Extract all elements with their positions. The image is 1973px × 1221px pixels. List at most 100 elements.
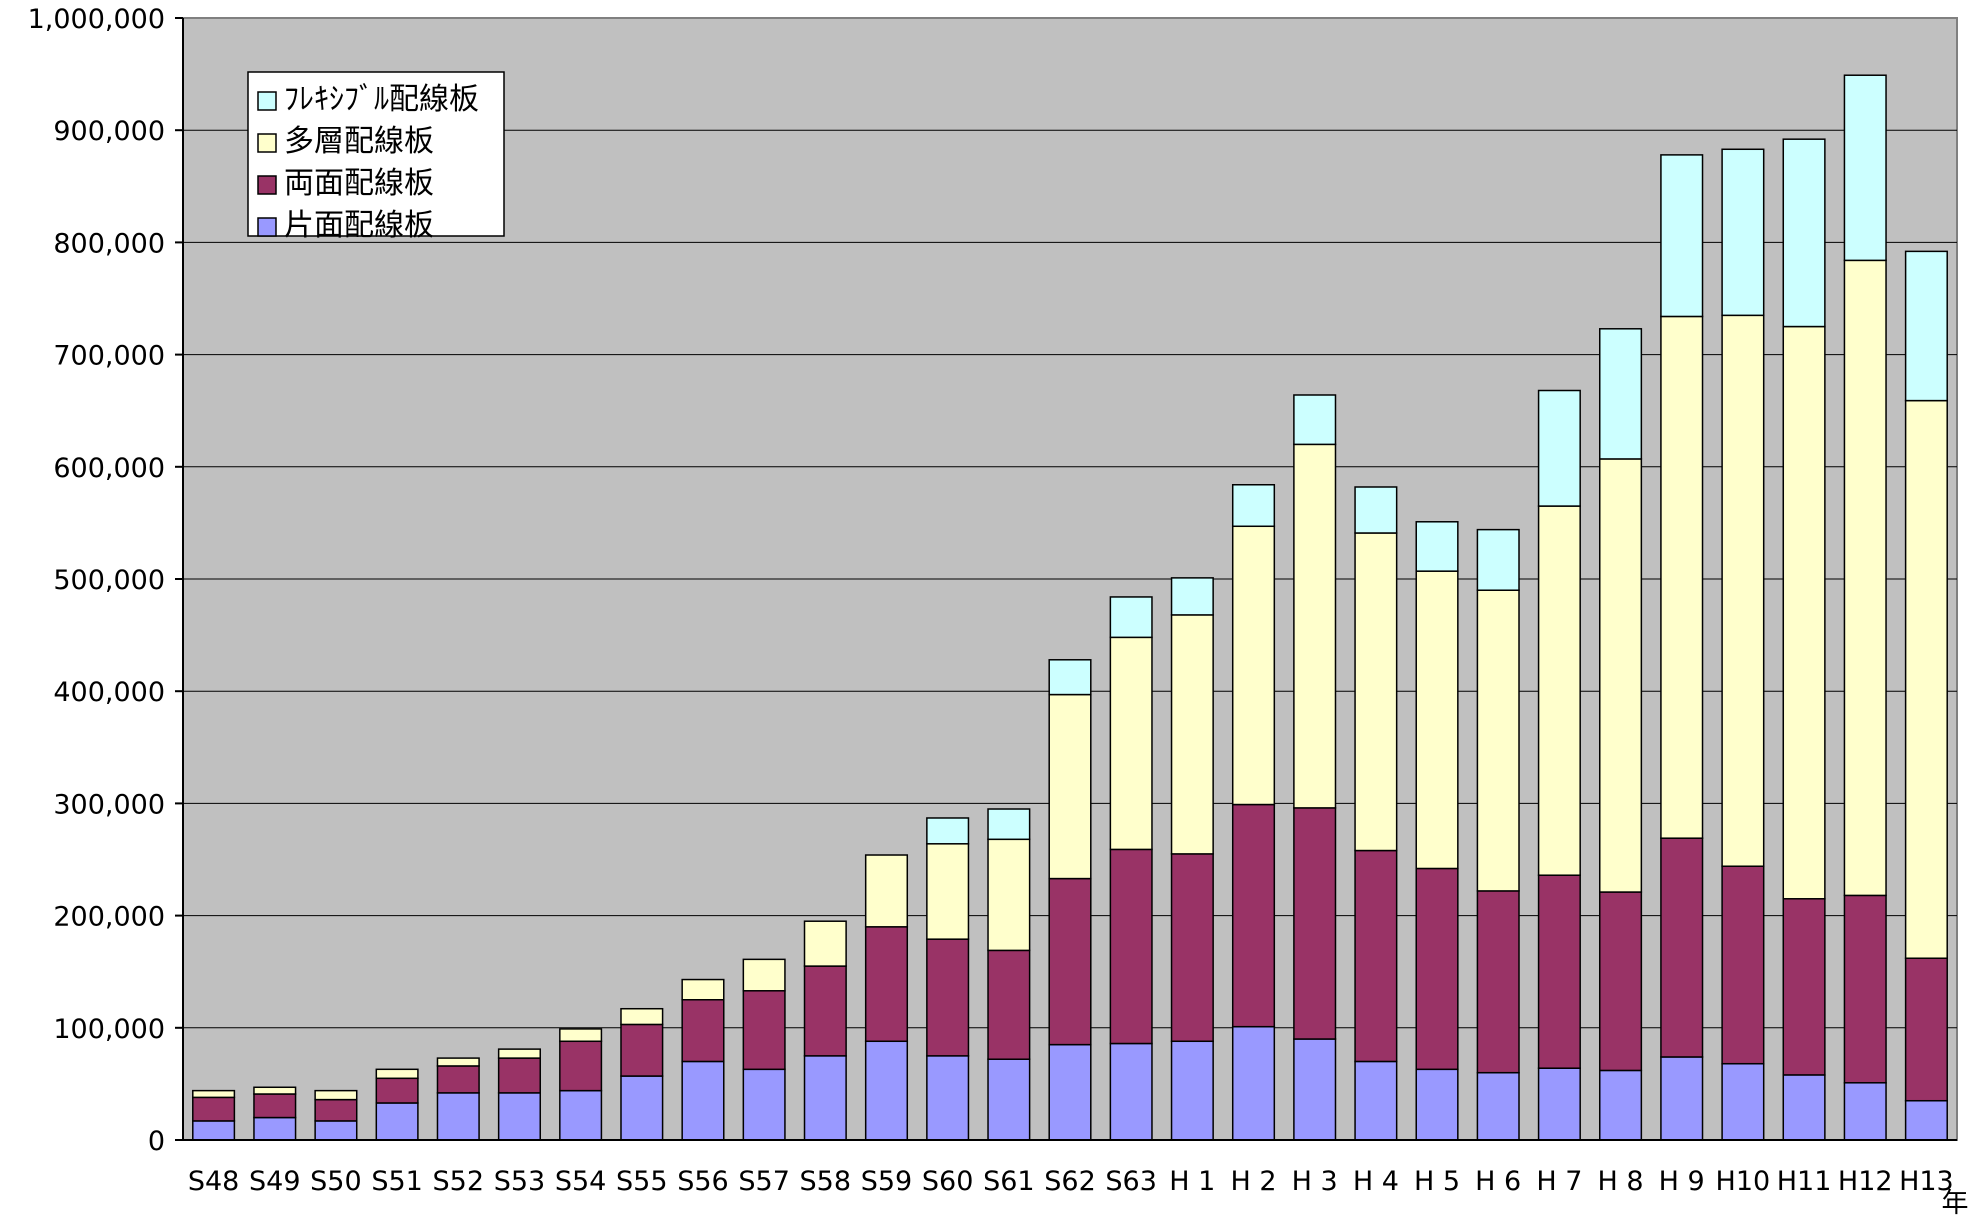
x-axis-title: 年 <box>1942 1188 1969 1219</box>
bar-segment <box>1048 877 1092 1046</box>
bar-segment <box>1170 614 1214 855</box>
bar-segment <box>497 1092 541 1141</box>
y-tick-label: 0 <box>148 1126 165 1157</box>
y-tick-label: 800,000 <box>53 228 165 259</box>
x-tick-label: S57 <box>738 1166 790 1197</box>
bar-segment <box>1354 849 1398 1063</box>
bar-segment <box>1599 891 1643 1072</box>
bar-segment <box>1660 154 1704 318</box>
bar-segment <box>436 1057 480 1067</box>
bar-segment <box>864 926 909 1043</box>
bar-segment <box>1170 577 1214 616</box>
bar-segment <box>864 854 909 928</box>
y-tick-label: 300,000 <box>53 789 165 820</box>
bar-segment <box>742 1068 786 1141</box>
bar-segment <box>987 838 1031 952</box>
bar-segment <box>1782 325 1826 900</box>
bar-segment <box>620 1023 664 1077</box>
x-tick-label: S55 <box>616 1166 668 1197</box>
y-tick-label: 700,000 <box>53 341 165 372</box>
bar-segment <box>559 1028 603 1043</box>
bar-segment <box>620 1007 664 1026</box>
bar-segment <box>436 1065 480 1094</box>
x-tick-label: H13 <box>1899 1166 1954 1197</box>
bar-segment <box>1904 250 1948 402</box>
bar-segment <box>1293 394 1337 446</box>
bar-segment <box>559 1089 603 1141</box>
bar-segment <box>1599 328 1643 460</box>
x-tick-label: S60 <box>922 1166 974 1197</box>
y-tick-label: 600,000 <box>53 453 165 484</box>
x-tick-label: H 5 <box>1414 1166 1460 1197</box>
bar-segment <box>1904 399 1948 959</box>
legend-swatch <box>257 217 277 237</box>
bar-segment <box>1354 486 1398 534</box>
bar-segment <box>1109 1042 1153 1141</box>
bar-segment <box>1782 138 1826 328</box>
bar-segment <box>1354 1060 1398 1141</box>
bar-segment <box>1660 837 1704 1058</box>
bar-segment <box>436 1092 480 1141</box>
bar-segment <box>1599 1069 1643 1141</box>
x-tick-label: S52 <box>433 1166 485 1197</box>
bar-segment <box>1293 443 1337 809</box>
legend-box <box>247 71 505 237</box>
x-tick-label: H 9 <box>1659 1166 1705 1197</box>
bar-segment <box>314 1089 358 1101</box>
legend-swatch <box>257 91 277 111</box>
x-tick-label: S61 <box>983 1166 1035 1197</box>
x-tick-label: H 3 <box>1292 1166 1338 1197</box>
bar-segment <box>1048 659 1092 696</box>
bar-segment <box>1537 389 1581 507</box>
bar-segment <box>1231 803 1276 1028</box>
x-tick-label: S63 <box>1105 1166 1157 1197</box>
bar-segment <box>1293 1038 1337 1141</box>
bar-segment <box>253 1116 297 1141</box>
bar-segment <box>803 920 847 967</box>
bar-segment <box>1843 74 1887 262</box>
y-tick-label: 900,000 <box>53 116 165 147</box>
bar-segment <box>375 1077 419 1104</box>
legend-swatch <box>257 133 277 153</box>
bar-segment <box>375 1102 419 1141</box>
x-tick-label: H10 <box>1716 1166 1771 1197</box>
bar-segment <box>742 990 786 1071</box>
x-tick-label: H12 <box>1838 1166 1893 1197</box>
bar-segment <box>987 1058 1031 1141</box>
bar-segment <box>681 978 725 1001</box>
legend-label: 両面配線板 <box>284 166 434 201</box>
y-tick-label: 500,000 <box>53 565 165 596</box>
bar-segment <box>1231 484 1276 528</box>
x-tick-label: H 7 <box>1536 1166 1582 1197</box>
bar-segment <box>1782 898 1826 1076</box>
bar-segment <box>1048 693 1092 880</box>
x-axis-ticks: S48 S49 S50 S51 S52 S53 S54 S55 S56 S57 S58 S59 S60 S… <box>188 1166 1954 1197</box>
x-tick-label: S48 <box>188 1166 240 1197</box>
x-tick-label: H 6 <box>1475 1166 1521 1197</box>
bar-segment <box>192 1120 236 1141</box>
bar-segment <box>1415 1068 1459 1141</box>
bar-segment <box>1415 570 1459 870</box>
legend-swatch <box>257 175 277 195</box>
bar-segment <box>1415 521 1459 572</box>
bar-segment <box>1476 1071 1520 1141</box>
x-tick-label: S54 <box>555 1166 607 1197</box>
bar-segment <box>314 1120 358 1141</box>
bar-segment <box>742 958 786 992</box>
bar-segment <box>1109 596 1153 639</box>
bar-segment <box>1537 505 1581 876</box>
bar-segment <box>681 1060 725 1141</box>
bar-segment <box>1048 1043 1092 1141</box>
bar-segment <box>926 843 970 940</box>
bars <box>192 74 1948 1141</box>
x-tick-label: H 2 <box>1230 1166 1276 1197</box>
y-tick-label: 200,000 <box>53 902 165 933</box>
y-tick-label: 400,000 <box>53 677 165 708</box>
bar-segment <box>987 949 1031 1060</box>
bar-segment <box>1782 1074 1826 1141</box>
x-tick-label: S59 <box>861 1166 913 1197</box>
bar-segment <box>1843 894 1887 1084</box>
bar-segment <box>1904 957 1948 1102</box>
